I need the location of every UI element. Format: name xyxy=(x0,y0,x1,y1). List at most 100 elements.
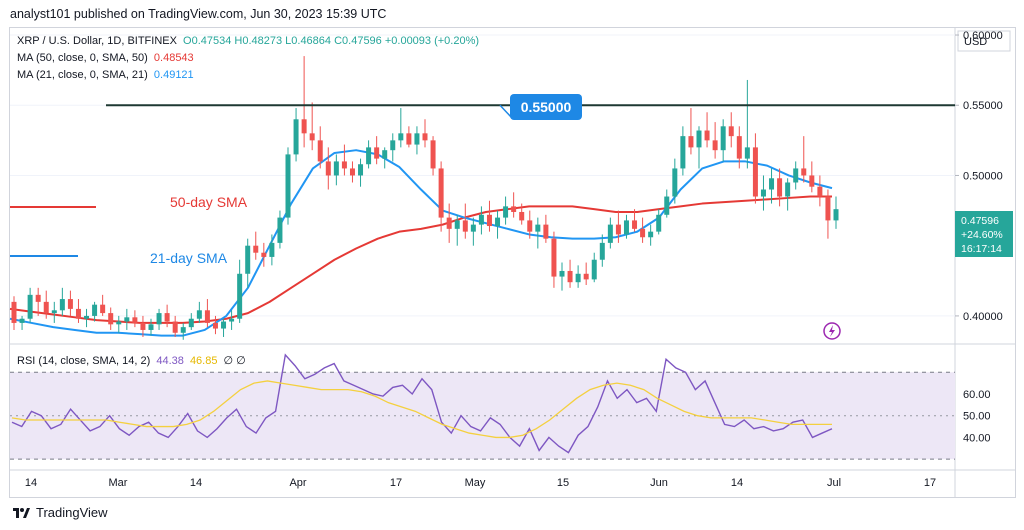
candle-body xyxy=(325,161,331,176)
candle-body xyxy=(825,196,831,221)
candle-body xyxy=(180,327,186,333)
candle-body xyxy=(277,217,283,243)
resistance-label[interactable]: 0.55000 xyxy=(510,94,582,120)
candle-body xyxy=(535,224,541,232)
candle-body xyxy=(559,270,565,277)
price-badge: 0.47596 +24.60% 16:17:14 xyxy=(955,211,1013,257)
candle-body xyxy=(156,313,162,325)
resistance-label-text: 0.55000 xyxy=(520,99,572,115)
chart-frame xyxy=(9,27,1016,498)
candle-body xyxy=(688,136,694,148)
candle-body xyxy=(43,301,49,314)
sma50-annotation: 50-day SMA xyxy=(170,194,248,210)
candle-body xyxy=(422,133,428,141)
candle-body xyxy=(777,178,783,197)
candle-body xyxy=(656,214,662,232)
candle-body xyxy=(261,252,267,257)
candle-body xyxy=(188,318,194,328)
candle-body xyxy=(245,245,251,274)
candle-body xyxy=(406,133,412,145)
candle-body xyxy=(366,147,372,165)
time-tick-label: Jul xyxy=(827,477,841,489)
price-badge-price: 0.47596 xyxy=(961,215,999,227)
time-tick-label: 14 xyxy=(190,477,202,489)
candle-body xyxy=(253,245,259,253)
candle-body xyxy=(51,310,57,314)
candle-body xyxy=(470,224,476,232)
candle-body xyxy=(527,220,533,232)
candle-body xyxy=(349,168,355,176)
candle-body xyxy=(785,182,791,197)
candle-body xyxy=(75,308,81,319)
rsi-tick-label: 50.00 xyxy=(963,411,991,423)
candle-body xyxy=(204,310,210,323)
candle-body xyxy=(358,164,364,176)
time-tick-label: Mar xyxy=(109,477,128,489)
candle-body xyxy=(833,209,839,221)
candle-body xyxy=(583,273,589,280)
candle-body xyxy=(567,270,573,283)
candle-body xyxy=(382,150,388,159)
ma21-legend[interactable]: MA (21, close, 0, SMA, 21) 0.49121 xyxy=(17,69,194,81)
candle-body xyxy=(664,196,670,215)
rsi-legend[interactable]: RSI (14, close, SMA, 14, 2) 44.38 46.85 … xyxy=(17,354,246,367)
candle-body xyxy=(623,220,629,235)
candle-body xyxy=(793,168,799,183)
rsi-band-fill xyxy=(10,372,955,460)
candle-body xyxy=(269,242,275,257)
candle-body xyxy=(67,299,73,309)
ma21-line xyxy=(9,149,833,337)
candle-body xyxy=(446,217,452,229)
candle-body xyxy=(591,259,597,280)
candle-body xyxy=(736,136,742,159)
lightning-icon[interactable] xyxy=(823,322,841,340)
candle-body xyxy=(511,206,517,212)
ma21-value: 0.49121 xyxy=(153,69,194,81)
currency-box[interactable] xyxy=(957,30,1011,52)
candle-body xyxy=(84,315,90,319)
time-tick-label: 15 xyxy=(557,477,569,489)
candle-body xyxy=(333,161,339,176)
candle-body xyxy=(398,133,404,141)
rsi-tick-label: 40.00 xyxy=(963,432,991,444)
time-tick-label: May xyxy=(465,477,486,489)
candle-body xyxy=(462,220,468,232)
candle-body xyxy=(293,119,299,155)
rsi-name: RSI (14, close, SMA, 14, 2) xyxy=(17,355,151,367)
candle-body xyxy=(648,231,654,238)
tradingview-logo-icon xyxy=(13,507,30,518)
candle-body xyxy=(817,186,823,197)
candle-body xyxy=(124,317,130,322)
footer-brand[interactable]: TradingView xyxy=(12,505,108,520)
candle-body xyxy=(704,130,710,141)
symbol-name: XRP / U.S. Dollar, 1D, BITFINEX xyxy=(17,35,177,47)
rsi-extra: ∅ ∅ xyxy=(223,355,246,367)
candle-body xyxy=(100,304,106,314)
candle-body xyxy=(140,322,146,330)
candle-body xyxy=(430,140,436,169)
symbol-legend[interactable]: XRP / U.S. Dollar, 1D, BITFINEX O0.47534… xyxy=(17,35,479,47)
candle-body xyxy=(164,313,170,322)
candle-body xyxy=(172,321,178,333)
rsi-line xyxy=(11,353,833,454)
price-tick-label: 0.50000 xyxy=(963,170,1003,182)
time-tick-label: Jun xyxy=(650,477,668,489)
candle-body xyxy=(495,217,501,227)
price-badge-countdown: 16:17:14 xyxy=(961,243,1002,255)
candle-body xyxy=(92,304,98,316)
candle-body xyxy=(478,214,484,225)
rsi-sma-value: 46.85 xyxy=(189,355,218,367)
price-tick-label: 0.40000 xyxy=(963,311,1003,323)
ma50-legend[interactable]: MA (50, close, 0, SMA, 50) 0.48543 xyxy=(17,52,194,64)
candle-body xyxy=(317,140,323,162)
candle-body xyxy=(769,178,775,190)
ma50-line xyxy=(9,195,832,324)
candle-body xyxy=(309,133,315,141)
rsi-tick-label: 60.00 xyxy=(963,389,991,401)
currency-label: USD xyxy=(964,36,987,48)
price-badge-change: +24.60% xyxy=(961,229,1003,241)
candle-body xyxy=(374,147,380,159)
time-tick-label: 14 xyxy=(731,477,743,489)
time-tick-label: 17 xyxy=(924,477,936,489)
